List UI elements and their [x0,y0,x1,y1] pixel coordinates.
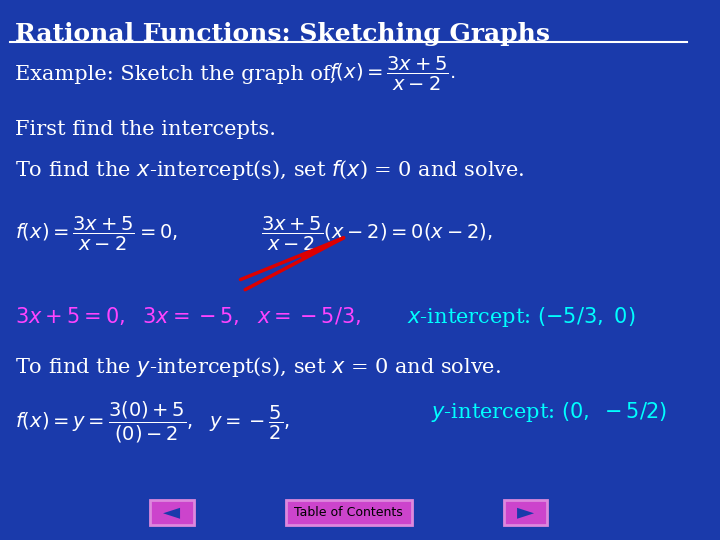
Text: $3x + 5 = 0,\ \ 3x = -5,\ \ x = -5/3,$: $3x + 5 = 0,\ \ 3x = -5,\ \ x = -5/3,$ [14,305,361,327]
Text: ►: ► [517,503,534,523]
FancyBboxPatch shape [150,500,194,525]
Text: First find the intercepts.: First find the intercepts. [14,120,276,139]
Text: $\dfrac{3x + 5}{x - 2}(x - 2) = 0(x - 2),$: $\dfrac{3x + 5}{x - 2}(x - 2) = 0(x - 2)… [261,215,493,253]
Text: ◄: ◄ [163,503,181,523]
Text: $f(x) = \dfrac{3x + 5}{x - 2} = 0,$: $f(x) = \dfrac{3x + 5}{x - 2} = 0,$ [14,215,177,253]
Text: Example: Sketch the graph of,: Example: Sketch the graph of, [14,65,336,84]
Text: To find the $x$-intercept(s), set $f$($x$) = 0 and solve.: To find the $x$-intercept(s), set $f$($x… [14,158,524,182]
FancyBboxPatch shape [286,500,412,525]
Text: $y$-intercept: $(0,\ -5/2)$: $y$-intercept: $(0,\ -5/2)$ [431,400,667,424]
Text: $f(x) = y = \dfrac{3(0) + 5}{(0) - 2},\ \ y = -\dfrac{5}{2},$: $f(x) = y = \dfrac{3(0) + 5}{(0) - 2},\ … [14,400,289,445]
Text: Rational Functions: Sketching Graphs: Rational Functions: Sketching Graphs [14,22,549,46]
Text: $f(x) = \dfrac{3x + 5}{x - 2}.$: $f(x) = \dfrac{3x + 5}{x - 2}.$ [329,55,456,93]
Text: To find the $y$-intercept(s), set $x$ = 0 and solve.: To find the $y$-intercept(s), set $x$ = … [14,355,500,379]
Text: Table of Contents: Table of Contents [294,506,403,519]
Text: $x$-intercept: $(-5/3,\ 0)$: $x$-intercept: $(-5/3,\ 0)$ [407,305,635,329]
FancyBboxPatch shape [503,500,547,525]
